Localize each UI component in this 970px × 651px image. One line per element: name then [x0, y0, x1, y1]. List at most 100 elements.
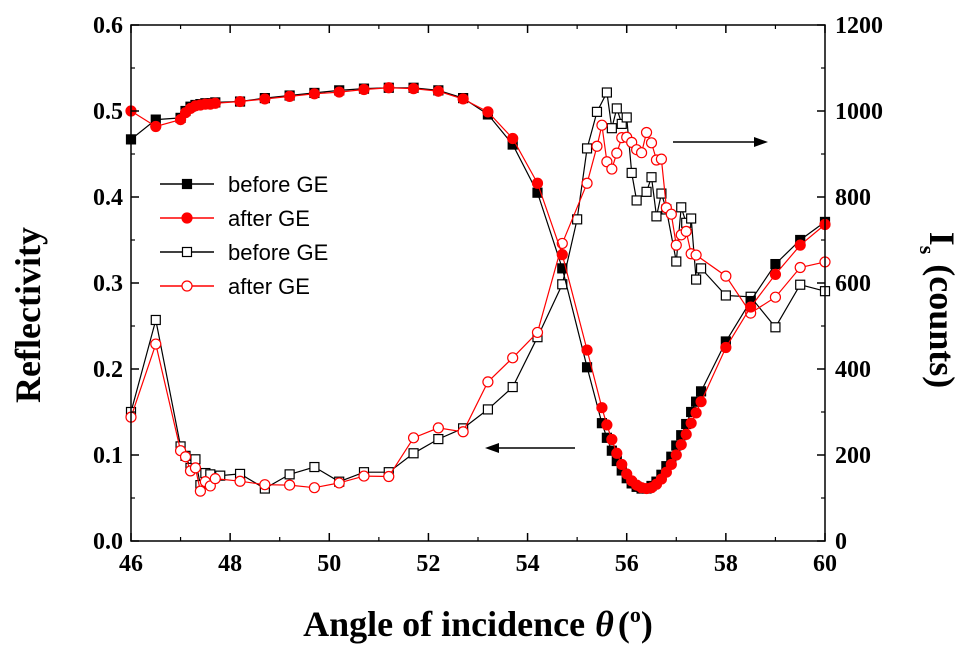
legend-label: before GE: [228, 240, 328, 265]
x-tick-label: 46: [119, 551, 143, 577]
data-point: [556, 249, 568, 261]
data-point: [720, 290, 731, 301]
data-point: [284, 90, 296, 102]
data-point: [795, 279, 806, 290]
data-point: [651, 211, 662, 222]
data-point: [794, 261, 806, 274]
data-point: [676, 202, 687, 213]
data-point: [631, 195, 642, 206]
x-tick-label: 52: [416, 551, 440, 577]
data-point: [695, 396, 707, 408]
data-point: [611, 103, 622, 114]
legend-label: after GE: [228, 274, 310, 299]
legend-item: before GE: [160, 172, 328, 197]
data-point: [646, 172, 657, 183]
data-point: [407, 432, 420, 444]
data-point: [581, 177, 593, 189]
data-point: [656, 188, 667, 199]
x-axis-unit-degree: o: [630, 602, 641, 627]
x-tick-label: 60: [813, 551, 837, 577]
data-point: [769, 268, 782, 280]
data-point: [194, 485, 206, 497]
data-point: [626, 167, 637, 179]
y-left-tick-label: 0.5: [93, 99, 123, 125]
data-point: [333, 477, 345, 489]
data-point: [358, 83, 370, 96]
data-point: [507, 132, 519, 145]
y-right-tick-label: 800: [835, 185, 871, 211]
data-point: [383, 82, 395, 94]
ticks-layer: 46 48 50 52 54 56 58 60 0.0 0.1 0.2 0.3 0.4 0.5 0.6 0 20…: [93, 13, 883, 577]
data-point: [691, 274, 702, 285]
y-right-tick-label: 200: [835, 443, 871, 469]
x-tick-label: 56: [615, 551, 639, 577]
data-point: [507, 381, 518, 393]
data-point: [770, 258, 781, 270]
data-point: [686, 213, 697, 224]
arrow-right-annotation: [673, 137, 768, 147]
arrow-left-annotation: [485, 443, 575, 453]
y-left-tick-label: 0.4: [93, 185, 123, 211]
data-point: [601, 419, 613, 431]
data-point: [596, 119, 608, 131]
data-point: [531, 177, 544, 189]
x-axis-title-text: Angle of incidence: [303, 604, 585, 644]
data-point: [685, 417, 697, 429]
x-axis-unit-close: ): [641, 604, 653, 644]
data-point: [432, 422, 444, 434]
data-point: [581, 344, 593, 356]
data-point: [606, 163, 618, 175]
data-point: [690, 249, 702, 261]
y-right-tick-label: 1000: [835, 99, 883, 125]
y-left-tick-label: 0.0: [93, 529, 123, 555]
x-tick-label: 54: [516, 551, 540, 577]
data-point: [645, 137, 658, 149]
data-point: [432, 85, 444, 97]
data-point: [234, 95, 246, 108]
y-right-tick-label: 1200: [835, 13, 883, 39]
data-point: [690, 407, 702, 419]
y-left-tick-label: 0.2: [93, 357, 123, 383]
data-point: [720, 270, 732, 282]
data-point: [611, 447, 623, 459]
legend-marker: [181, 212, 193, 224]
x-axis-unit-open: (: [618, 604, 630, 644]
y-axis-right-unit: (counts): [922, 264, 962, 388]
data-point: [671, 256, 682, 267]
data-point: [209, 97, 221, 109]
data-point: [531, 326, 544, 339]
data-point: [482, 404, 494, 415]
data-point: [308, 88, 321, 100]
y-right-tick-label: 400: [835, 357, 871, 383]
data-point: [507, 352, 519, 364]
x-tick-label: 58: [714, 551, 738, 577]
y-axis-right-main: I: [922, 232, 962, 246]
data-point: [308, 482, 321, 494]
data-point: [358, 470, 370, 482]
data-point: [259, 479, 271, 491]
data-point: [457, 426, 469, 438]
data-point: [665, 208, 677, 220]
data-point: [770, 322, 781, 333]
y-left-tick-label: 0.1: [93, 443, 123, 469]
data-point: [660, 466, 672, 478]
series-2: [125, 82, 831, 495]
x-tick-label: 48: [218, 551, 242, 577]
data-point: [259, 93, 271, 105]
data-point: [680, 428, 692, 440]
y-axis-right-sub: s: [915, 246, 940, 255]
data-point: [457, 93, 469, 105]
data-point: [769, 291, 782, 303]
data-point: [640, 126, 653, 139]
data-point: [641, 186, 652, 197]
data-point: [179, 451, 192, 463]
x-axis-title: Angle of incidence θ (o): [303, 602, 653, 644]
legend-label: before GE: [228, 172, 328, 197]
data-point: [408, 448, 419, 459]
data-point: [621, 112, 632, 123]
x-axis-theta-symbol: θ: [595, 604, 614, 644]
y-right-tick-label: 0: [835, 529, 847, 555]
data-point: [611, 147, 623, 159]
data-point: [309, 461, 320, 473]
